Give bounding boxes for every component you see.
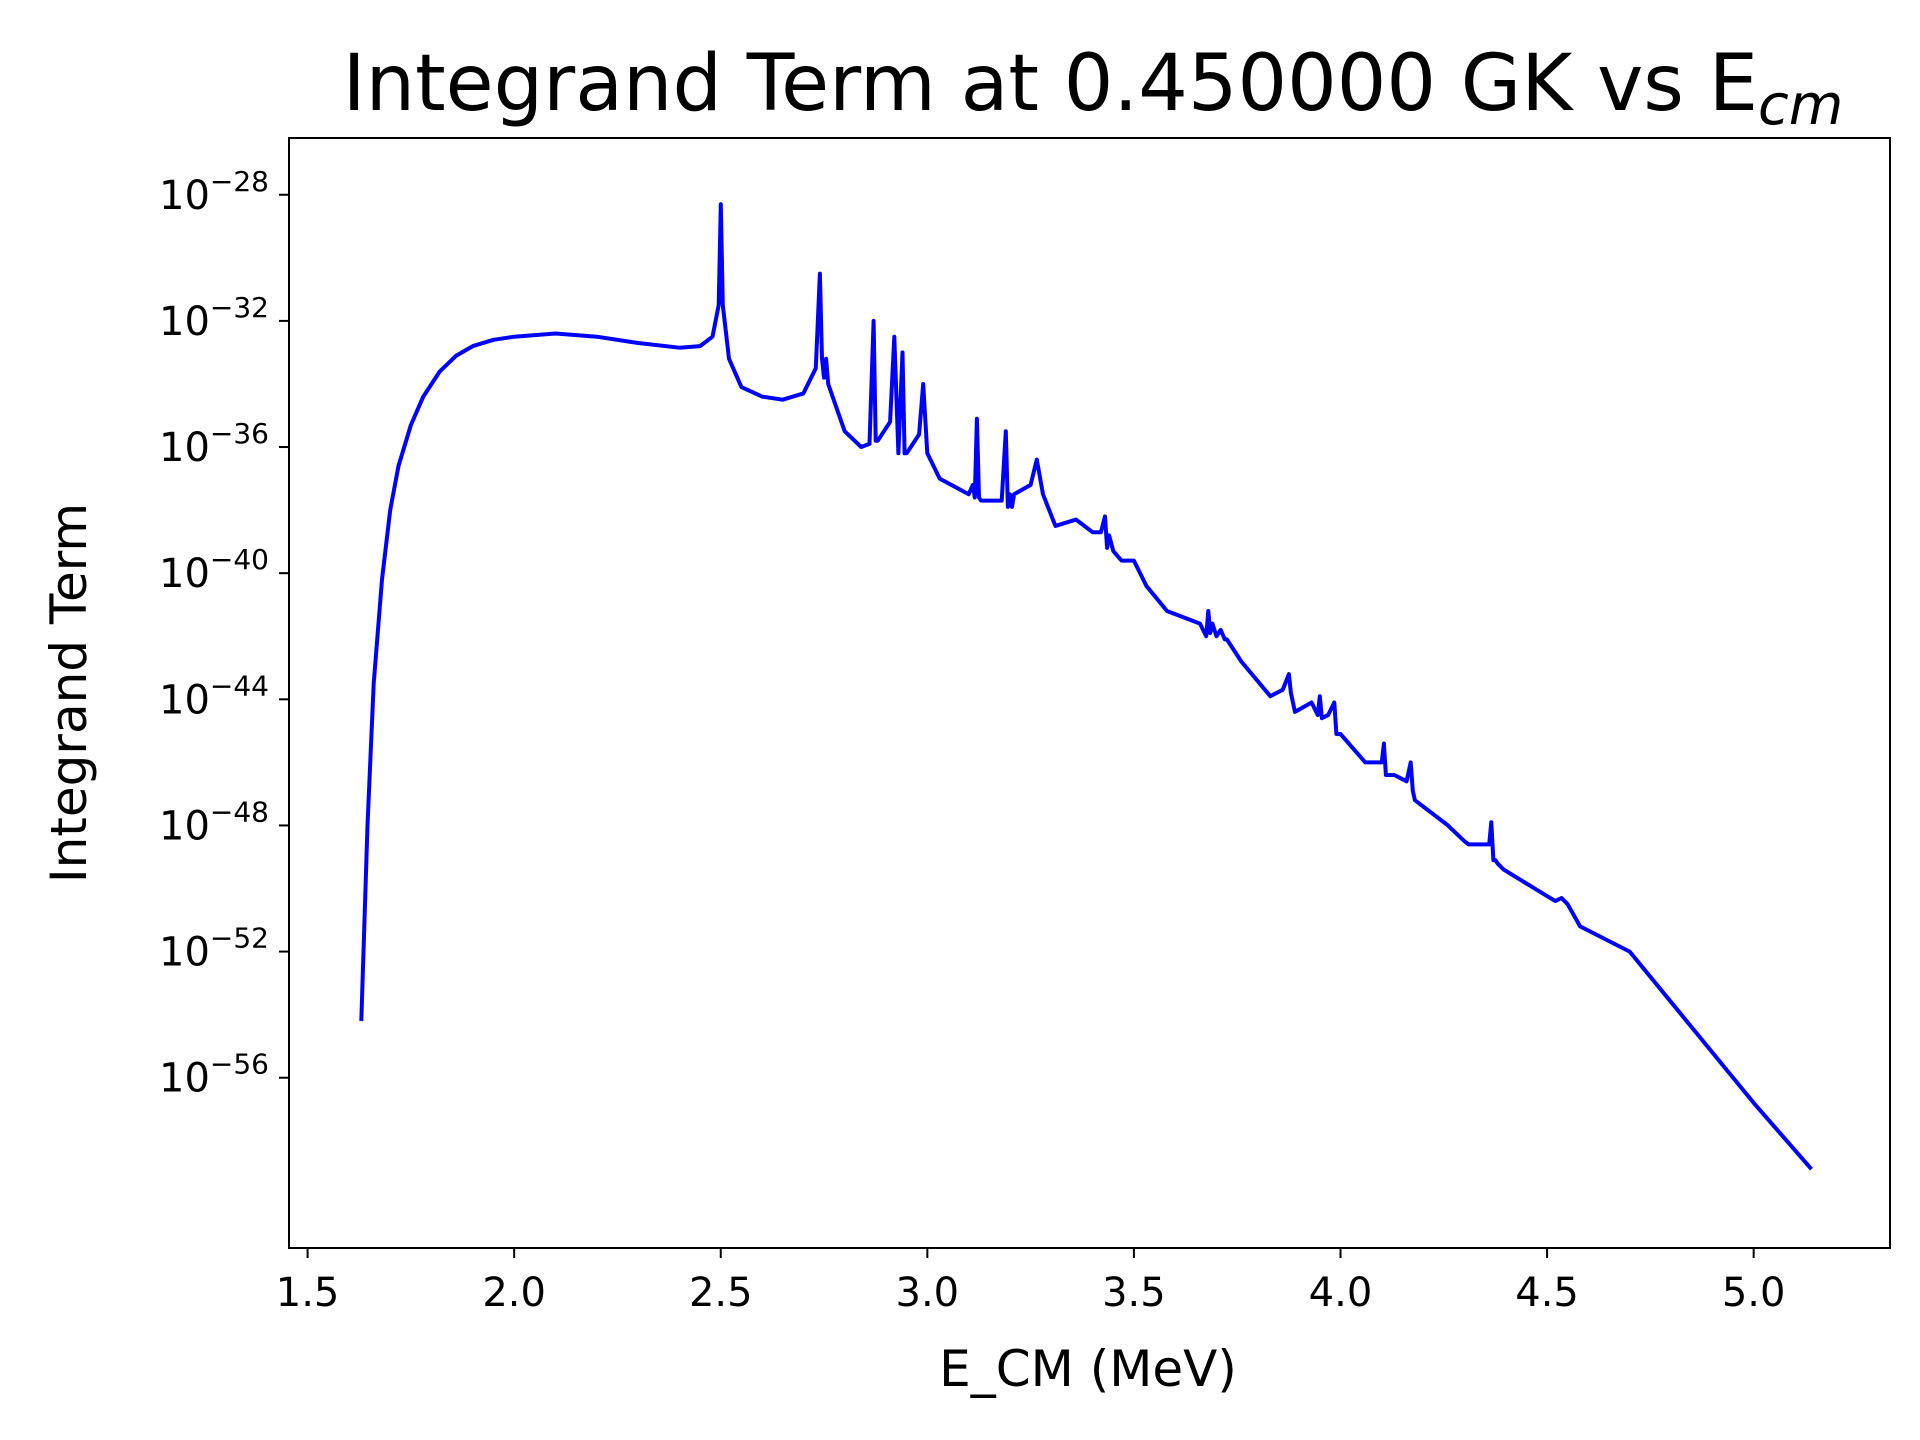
y-tick-base: 10 <box>159 173 210 219</box>
y-tick-base: 10 <box>159 803 210 849</box>
y-tick-exponent: −44 <box>210 669 269 702</box>
x-tick-label: 5.0 <box>1722 1270 1786 1316</box>
y-tick-exponent: −36 <box>210 417 269 450</box>
y-tick-exponent: −56 <box>210 1048 269 1081</box>
chart-title-subscript: cm <box>1758 73 1843 138</box>
y-tick-base: 10 <box>159 551 210 597</box>
y-tick-exponent: −40 <box>210 543 269 576</box>
y-tick-base: 10 <box>159 930 210 976</box>
y-tick-label: 10−36 <box>159 417 269 471</box>
y-tick-base: 10 <box>159 677 210 723</box>
x-tick-label: 2.5 <box>689 1270 753 1316</box>
y-tick-label: 10−48 <box>159 795 269 849</box>
x-axis: 1.5 2.0 2.5 3.0 3.5 4.0 4.5 5.0 <box>276 1248 1786 1316</box>
chart-title-main: Integrand Term at 0.450000 GK vs E <box>343 39 1758 129</box>
plot-area <box>359 202 1814 1171</box>
y-tick-label: 10−40 <box>159 543 269 597</box>
y-tick-exponent: −48 <box>210 795 269 828</box>
x-axis-label: E_CM (MeV) <box>939 1340 1237 1398</box>
y-tick-base: 10 <box>159 1056 210 1102</box>
y-tick-label: 10−44 <box>159 669 269 723</box>
x-tick-label: 3.0 <box>896 1270 960 1316</box>
series-line-0 <box>359 202 1814 1171</box>
y-axis-label: Integrand Term <box>40 503 98 883</box>
x-tick-label: 1.5 <box>276 1270 340 1316</box>
y-tick-exponent: −28 <box>210 165 269 198</box>
y-tick-label: 10−56 <box>159 1048 269 1102</box>
x-tick-label: 4.0 <box>1309 1270 1373 1316</box>
chart-title: Integrand Term at 0.450000 GK vs Ecm <box>343 39 1844 138</box>
y-tick-label: 10−32 <box>159 291 269 345</box>
y-tick-exponent: −32 <box>210 291 269 324</box>
y-tick-exponent: −52 <box>210 922 269 955</box>
y-tick-label: 10−52 <box>159 922 269 976</box>
x-tick-label: 3.5 <box>1102 1270 1166 1316</box>
x-tick-label: 2.0 <box>482 1270 546 1316</box>
y-tick-base: 10 <box>159 425 210 471</box>
x-tick-label: 4.5 <box>1515 1270 1579 1316</box>
plot-frame <box>288 137 1891 1249</box>
y-tick-label: 10−28 <box>159 165 269 219</box>
y-tick-base: 10 <box>159 299 210 345</box>
